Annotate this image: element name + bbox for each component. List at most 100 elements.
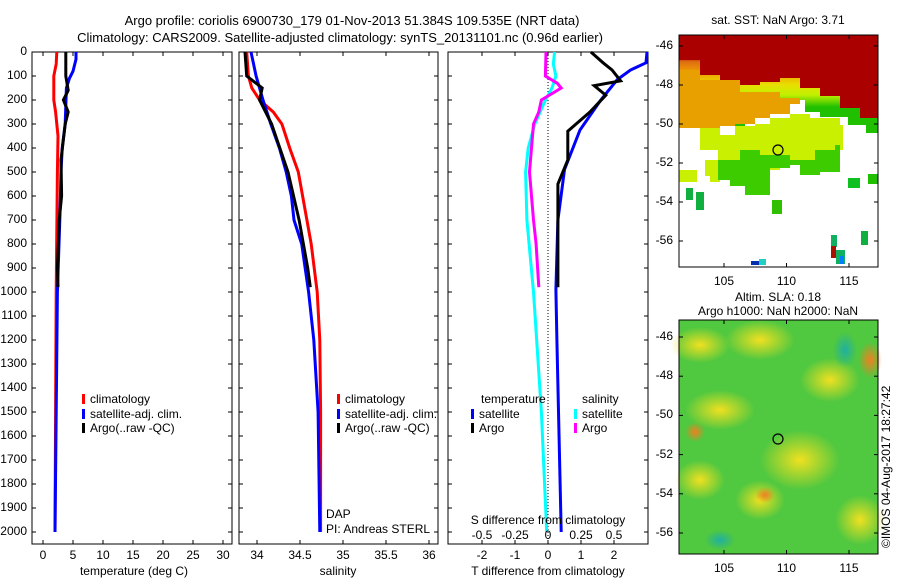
lon-tick-label: 115 bbox=[839, 561, 859, 575]
legend-label: satellite-adj. clim. bbox=[90, 406, 183, 421]
lat-tick-label: -56 bbox=[655, 525, 673, 539]
series-line-temperature-satellite bbox=[554, 51, 649, 533]
s-tick-label: 0.5 bbox=[605, 528, 623, 542]
legend-label: satellite-adj. clim. bbox=[345, 406, 438, 421]
legend-item-climatology: climatology bbox=[337, 392, 437, 407]
x-tick-label: 0 bbox=[544, 548, 552, 562]
argo-location-marker bbox=[772, 433, 784, 445]
depth-tick-label: 300 bbox=[6, 116, 27, 130]
legend-item-argo: Argo(..raw -QC) bbox=[337, 421, 437, 436]
legend-label: Argo bbox=[479, 421, 505, 435]
sla-map bbox=[670, 319, 885, 555]
lat-tick-label: -56 bbox=[655, 233, 673, 247]
x-tick-label: 0 bbox=[39, 548, 47, 562]
x-tick-label: -1 bbox=[509, 548, 521, 562]
series-line-argo-raw-qc- bbox=[243, 51, 312, 288]
x-tick-label: -2 bbox=[476, 548, 488, 562]
depth-tick-label: 1100 bbox=[1, 308, 27, 322]
x-tick-label: 34 bbox=[250, 548, 264, 562]
dap-annotation: DAP PI: Andreas STERL bbox=[326, 507, 430, 536]
temperature-axis-label: temperature (deg C) bbox=[79, 564, 189, 578]
lat-tick-label: -52 bbox=[655, 446, 673, 461]
legend-item-s-argo: Argo bbox=[574, 421, 623, 436]
plot-title: Argo profile: coriolis 6900730_179 01-No… bbox=[124, 13, 580, 28]
lat-tick-label: -54 bbox=[655, 194, 673, 208]
legend-header: salinity bbox=[582, 392, 619, 406]
series-line-temperature-argo bbox=[556, 50, 624, 288]
x-tick-label: 25 bbox=[186, 548, 200, 562]
depth-tick-label: 600 bbox=[6, 188, 27, 202]
s-tick-label: -0.25 bbox=[501, 528, 529, 542]
plot-frame bbox=[238, 51, 439, 545]
depth-tick-label: 100 bbox=[6, 68, 27, 82]
s-tick-label: 0 bbox=[544, 528, 552, 542]
s-tick-label: 0.25 bbox=[569, 528, 593, 542]
s-tick-label: -0.5 bbox=[471, 528, 493, 542]
legend-label: Argo(..raw -QC) bbox=[90, 421, 175, 435]
lat-tick-label: -50 bbox=[655, 407, 673, 422]
depth-tick-label: 900 bbox=[6, 260, 27, 274]
lat-tick-label: -48 bbox=[655, 77, 673, 91]
credit-label: ©IMOS 04-Aug-2017 18:27:42 bbox=[879, 385, 893, 548]
lon-tick-label: 110 bbox=[776, 274, 797, 288]
s-diff-axis-label: S difference from climatology bbox=[470, 513, 626, 527]
salinity-axis-label: salinity bbox=[319, 564, 357, 578]
sla-map-title-1: Altim. SLA: 0.18 bbox=[734, 290, 822, 304]
lon-tick-label: 105 bbox=[713, 274, 735, 288]
depth-tick-label: 400 bbox=[6, 140, 27, 154]
diff-salinity-legend: salinity satellite Argo bbox=[574, 392, 623, 436]
legend-label: Argo bbox=[582, 421, 608, 435]
series-line-satellite-adj-clim- bbox=[249, 51, 322, 533]
x-tick-label: 35 bbox=[336, 548, 350, 562]
legend-item-t-satellite: satellite bbox=[471, 407, 546, 422]
legend-header: temperature bbox=[481, 392, 546, 406]
argo-location-marker bbox=[772, 144, 784, 156]
series-line-climatology bbox=[245, 51, 323, 532]
x-tick-label: 30 bbox=[216, 548, 230, 562]
lat-tick-label: -54 bbox=[655, 485, 673, 500]
legend-item-argo: Argo(..raw -QC) bbox=[82, 421, 182, 436]
sst-map bbox=[678, 34, 879, 268]
depth-tick-label: 1300 bbox=[0, 356, 27, 370]
dap-label: DAP bbox=[326, 507, 351, 521]
depth-tick-label: 1000 bbox=[0, 284, 27, 298]
legend-label: climatology bbox=[345, 392, 406, 406]
depth-tick-label: 2000 bbox=[0, 524, 27, 538]
depth-tick-label: 800 bbox=[6, 236, 27, 250]
legend-item-t-argo: Argo bbox=[471, 421, 546, 436]
salinity-legend: climatology satellite-adj. clim. Argo(..… bbox=[337, 392, 437, 436]
depth-tick-label: 1200 bbox=[0, 332, 27, 346]
depth-tick-label: 500 bbox=[6, 164, 27, 178]
depth-tick-label: 1900 bbox=[0, 500, 27, 514]
diff-temperature-legend: temperature satellite Argo bbox=[471, 392, 546, 436]
x-tick-label: 10 bbox=[96, 548, 110, 562]
series-line-salinity-argo bbox=[527, 51, 564, 288]
sst-map-title: sat. SST: NaN Argo: 3.71 bbox=[711, 13, 845, 27]
depth-tick-label: 200 bbox=[6, 92, 27, 106]
lat-tick-label: -50 bbox=[655, 116, 673, 130]
legend-label: Argo(..raw -QC) bbox=[345, 421, 430, 435]
pi-label: PI: Andreas STERL bbox=[326, 521, 431, 536]
depth-tick-label: 1700 bbox=[0, 452, 27, 466]
x-tick-label: 36 bbox=[422, 548, 436, 562]
series-line-argo-raw-qc- bbox=[55, 52, 70, 288]
lat-tick-label: -46 bbox=[655, 329, 673, 343]
depth-tick-label: 1600 bbox=[0, 428, 27, 442]
x-tick-label: 34.5 bbox=[288, 548, 312, 562]
legend-item-climatology: climatology bbox=[82, 392, 182, 407]
lon-tick-label: 110 bbox=[776, 561, 797, 575]
plot-subtitle: Climatology: CARS2009. Satellite-adjuste… bbox=[77, 30, 603, 45]
t-diff-axis-label: T difference from climatology bbox=[471, 564, 625, 578]
legend-item-satellite: satellite-adj. clim. bbox=[337, 407, 437, 422]
lat-tick-label: -48 bbox=[655, 368, 673, 383]
series-line-salinity-satellite bbox=[524, 51, 558, 533]
x-tick-label: 2 bbox=[610, 548, 618, 562]
legend-item-s-satellite: satellite bbox=[574, 407, 623, 422]
legend-label: satellite bbox=[479, 406, 520, 421]
legend-label: climatology bbox=[90, 392, 151, 406]
lat-tick-label: -46 bbox=[655, 38, 673, 52]
depth-tick-label: 1800 bbox=[0, 476, 27, 490]
lon-tick-label: 115 bbox=[839, 274, 859, 288]
x-tick-label: 5 bbox=[69, 548, 77, 562]
